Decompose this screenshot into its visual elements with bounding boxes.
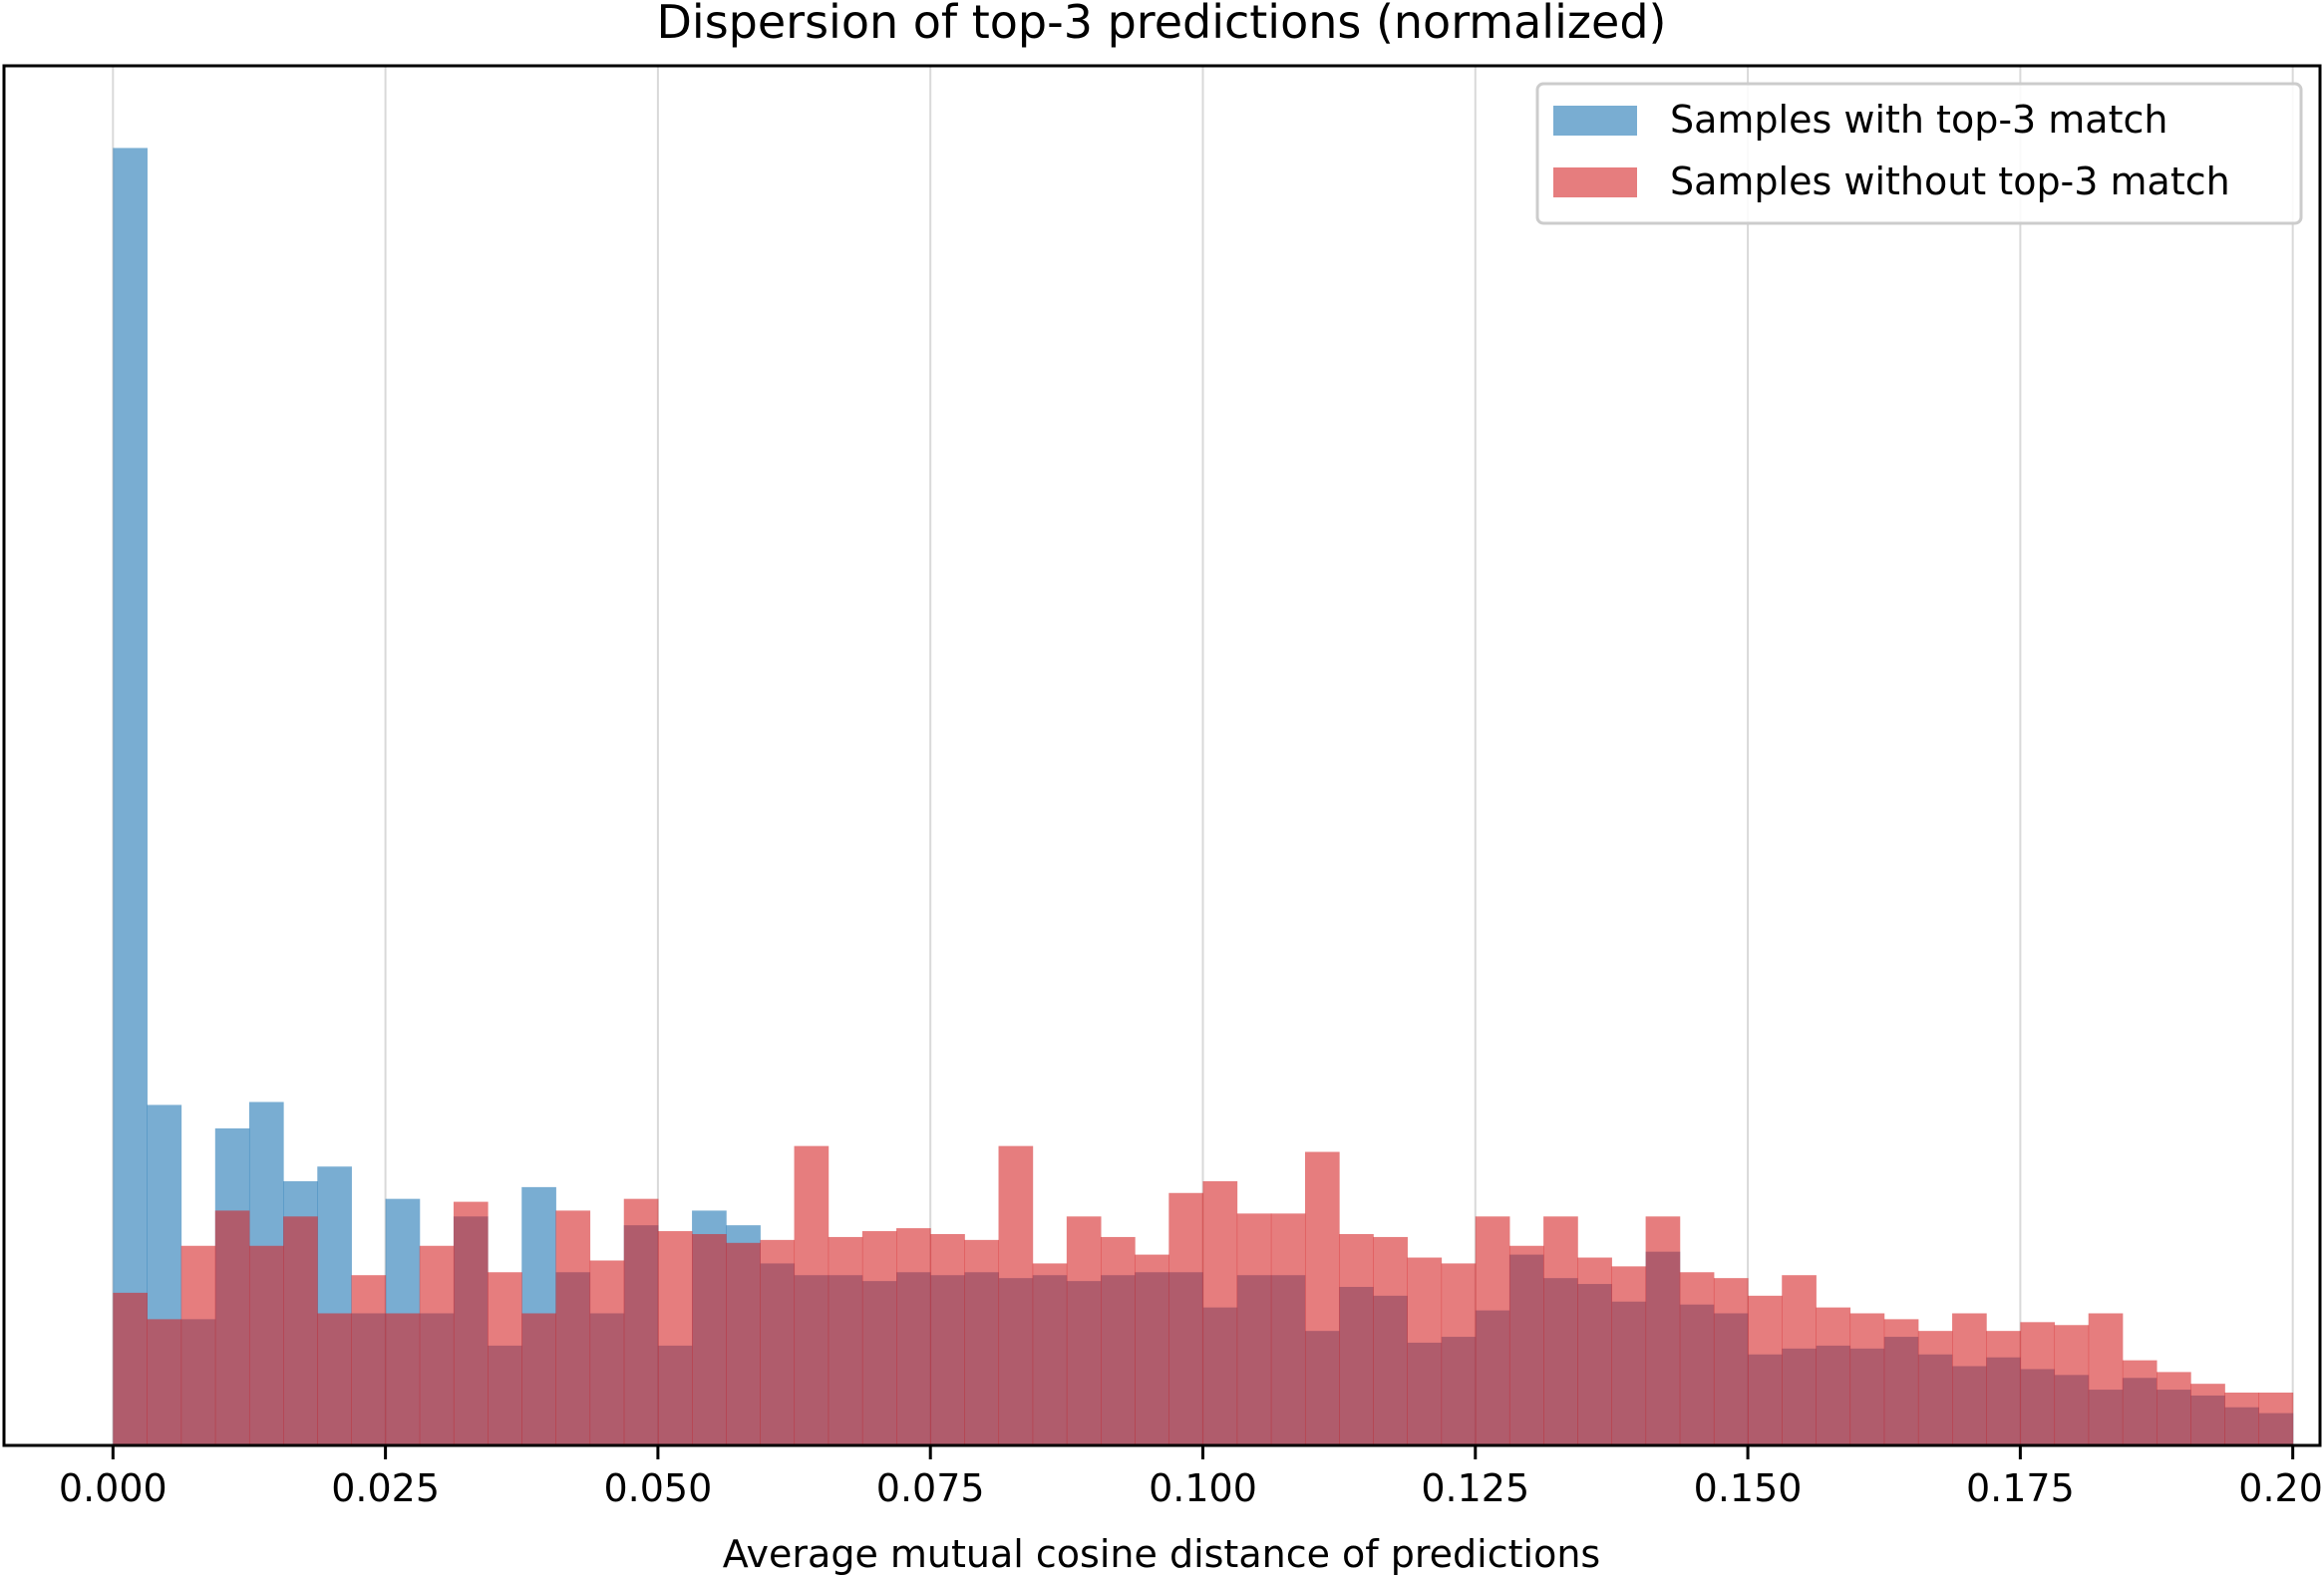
histogram-bar-without-match [726, 1242, 761, 1445]
histogram-bar-without-match [2190, 1384, 2225, 1445]
histogram-bar-without-match [453, 1201, 489, 1445]
histogram-bar-without-match [419, 1245, 455, 1445]
histogram-bar-without-match [1883, 1319, 1919, 1445]
histogram-bar-without-match [1816, 1307, 1851, 1445]
grid-lines [112, 66, 2294, 1445]
histogram-bar-without-match [2224, 1392, 2260, 1445]
x-axis-label: Average mutual cosine distance of predic… [723, 1532, 1600, 1576]
histogram-bar-without-match [794, 1145, 830, 1445]
histogram-bar-without-match [555, 1210, 591, 1445]
x-tick-label: 0.125 [1421, 1466, 1529, 1510]
histogram-bar-without-match [861, 1231, 897, 1445]
histogram-bar-without-match [1475, 1216, 1510, 1445]
histogram-bar-without-match [1577, 1257, 1612, 1445]
histogram-bar-without-match [214, 1210, 250, 1445]
histogram-bar-without-match [1202, 1180, 1238, 1445]
histogram-bar-without-match [896, 1228, 931, 1445]
legend-swatch-without-match [1553, 167, 1637, 197]
histogram-bar-without-match [1032, 1263, 1068, 1445]
x-tick-label: 0.000 [59, 1466, 167, 1510]
x-axis-ticks: 0.000 0.025 0.050 0.075 0.100 0.125 0.150 0.175… [59, 1445, 2324, 1510]
histogram-bar-without-match [1782, 1275, 1817, 1445]
histogram-bar-without-match [589, 1260, 625, 1445]
histogram-bar-without-match [1373, 1236, 1408, 1445]
histogram-bar-without-match [1543, 1216, 1578, 1445]
histogram-bar-without-match [2054, 1325, 2090, 1445]
histogram-bar-without-match [1508, 1245, 1544, 1445]
histogram-bar-without-match [2088, 1313, 2124, 1445]
histogram-bar-without-match [1135, 1254, 1169, 1445]
histogram-bar-without-match [180, 1245, 216, 1445]
histogram-bar-without-match [113, 1292, 148, 1445]
histogram-bar-without-match [248, 1245, 284, 1445]
legend-label-with-match: Samples with top-3 match [1670, 98, 2167, 142]
histogram-bar-without-match [1713, 1278, 1749, 1445]
histogram-bar-without-match [1679, 1272, 1715, 1445]
histogram-bar-without-match [828, 1236, 863, 1445]
histogram-bar-without-match [1645, 1216, 1681, 1445]
histogram-bar-without-match [2258, 1392, 2294, 1445]
histogram-bar-without-match [1849, 1313, 1885, 1445]
histogram-bar-without-match [2122, 1360, 2158, 1445]
x-tick-label: 0.175 [1966, 1466, 2075, 1510]
legend-box [1535, 82, 2303, 225]
histogram-bar-without-match [1611, 1266, 1647, 1445]
histogram-bar-without-match [521, 1313, 556, 1445]
x-tick-label: 0.075 [876, 1466, 985, 1510]
histogram-bar-without-match [351, 1275, 387, 1445]
histogram-bar-without-match [964, 1239, 1000, 1445]
histogram-bar-without-match [1986, 1331, 2021, 1445]
x-tick-label: 0.100 [1149, 1466, 1257, 1510]
histogram-bar-without-match [623, 1198, 659, 1445]
histogram-bar-without-match [1339, 1233, 1374, 1445]
histogram-bar-without-match [1304, 1151, 1340, 1445]
histogram-bar-without-match [692, 1233, 727, 1445]
histogram-bar-without-match [1952, 1313, 1987, 1445]
legend-swatch-with-match [1553, 106, 1637, 136]
histogram-bars [113, 148, 2294, 1446]
histogram-bar-without-match [385, 1313, 421, 1445]
histogram-bar-without-match [2157, 1372, 2191, 1445]
histogram-bar-without-match [2020, 1322, 2056, 1445]
histogram-bar-without-match [1441, 1263, 1477, 1445]
legend-label-without-match: Samples without top-3 match [1670, 159, 2230, 203]
histogram-bar-without-match [760, 1239, 796, 1445]
histogram-bar-without-match [1270, 1213, 1306, 1445]
histogram-bar-without-match [1748, 1295, 1783, 1445]
histogram-bar-without-match [1168, 1192, 1203, 1445]
plot-frame [2, 64, 2322, 1447]
histogram-bar-with-match [113, 148, 148, 1446]
histogram-bar-without-match [657, 1231, 693, 1445]
histogram-bar-without-match [1066, 1216, 1102, 1445]
chart-title: Dispersion of top-3 predictions (normali… [657, 0, 1667, 49]
histogram-bar-without-match [488, 1272, 522, 1445]
x-tick-label: 0.200 [2238, 1466, 2324, 1510]
histogram-bar-without-match [1236, 1213, 1272, 1445]
histogram-bar-without-match [317, 1313, 352, 1445]
histogram-bar-without-match [998, 1145, 1034, 1445]
x-tick-label: 0.150 [1694, 1466, 1803, 1510]
histogram-bar-without-match [147, 1319, 182, 1445]
histogram-bar-without-match [1407, 1257, 1443, 1445]
legend: Samples with top-3 match Samples without… [1535, 82, 2303, 225]
histogram-bar-without-match [930, 1233, 965, 1445]
x-tick-label: 0.050 [604, 1466, 713, 1510]
x-tick-label: 0.025 [331, 1466, 440, 1510]
histogram-bar-without-match [1917, 1331, 1953, 1445]
histogram-bar-without-match [1101, 1236, 1136, 1445]
histogram-bar-without-match [283, 1216, 318, 1445]
